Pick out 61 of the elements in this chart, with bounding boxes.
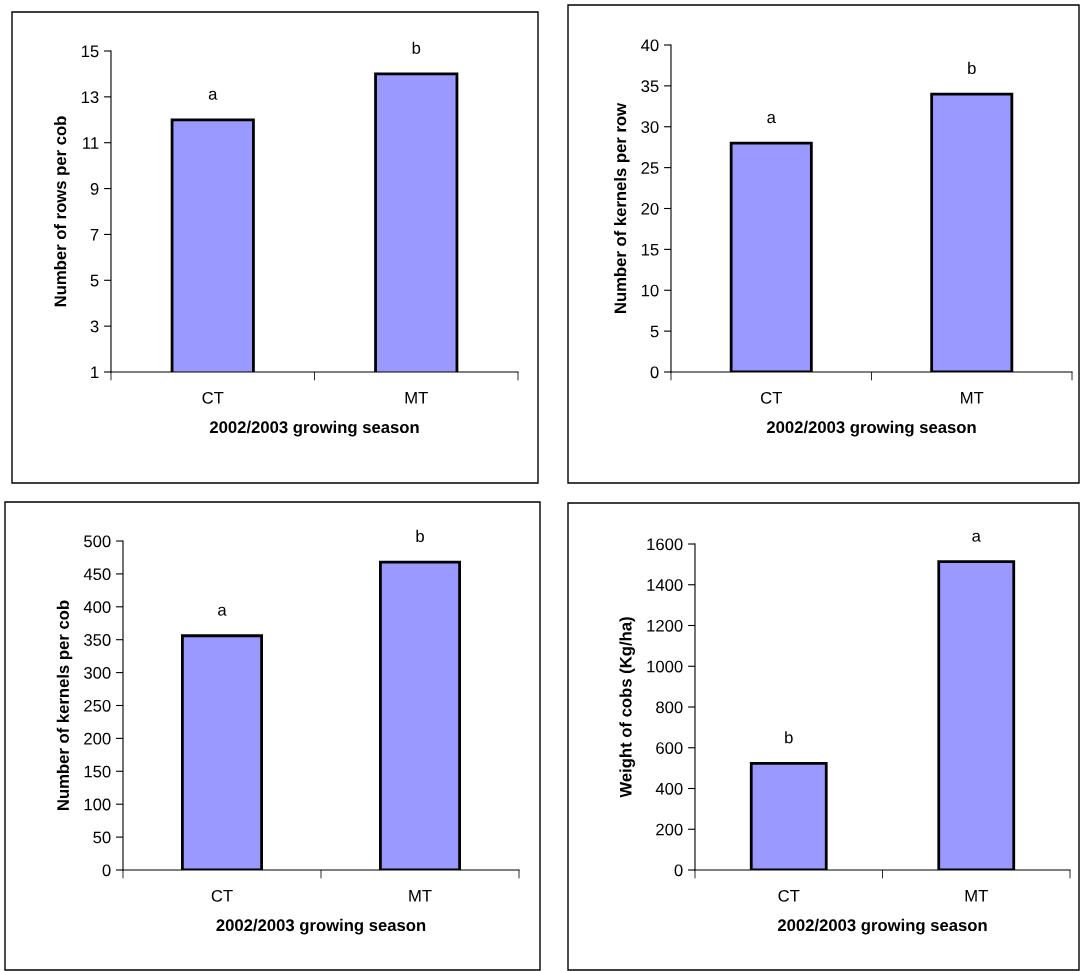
y-tick-label: 200 xyxy=(656,823,683,836)
y-tick-label: 600 xyxy=(656,742,683,754)
y-tick-label: 35 xyxy=(641,80,659,93)
y-tick-label: 11 xyxy=(83,137,99,149)
y-tick-label: 400 xyxy=(83,601,111,613)
y-tick-label: 9 xyxy=(90,182,99,195)
y-tick-label: 13 xyxy=(81,91,99,104)
y-tick-label: 20 xyxy=(641,202,659,215)
annotation: b xyxy=(785,731,793,744)
y-tick-label: 450 xyxy=(83,568,111,581)
x-tick-label: MT xyxy=(965,890,988,902)
x-tick-label: CT xyxy=(211,889,233,902)
x-tick-label: MT xyxy=(409,890,432,902)
y-tick-label: 25 xyxy=(641,162,659,174)
x-tick-label: MT xyxy=(405,392,428,404)
x-axis-title: 2002/2003 growing season xyxy=(216,918,426,935)
y-tick-label: 1400 xyxy=(647,579,683,591)
y-axis-title: Number of rows per cob xyxy=(54,116,70,307)
y-tick-label: 5 xyxy=(650,325,659,338)
y-tick-label: 5 xyxy=(90,274,99,287)
y-tick-label: 10 xyxy=(641,284,659,297)
y-tick-label: 40 xyxy=(641,39,659,52)
y-tick-label: 1 xyxy=(91,366,99,379)
y-tick-label: 3 xyxy=(90,320,99,333)
y-tick-label: 150 xyxy=(84,765,111,778)
x-tick-label: CT xyxy=(202,391,224,404)
y-tick-label: 15 xyxy=(641,243,659,256)
y-tick-label: 200 xyxy=(84,732,111,745)
y-tick-label: 800 xyxy=(656,701,683,714)
x-axis-title: 2002/2003 growing season xyxy=(209,420,419,437)
y-tick-label: 30 xyxy=(641,121,659,133)
x-tick-label: CT xyxy=(760,391,782,404)
y-tick-label: 300 xyxy=(84,667,111,679)
y-tick-label: 0 xyxy=(650,366,659,379)
y-tick-label: 7 xyxy=(90,229,99,241)
annotation: a xyxy=(218,606,227,616)
annotation: a xyxy=(767,114,776,124)
annotation: b xyxy=(416,529,424,543)
y-tick-label: 500 xyxy=(84,535,111,548)
x-tick-label: MT xyxy=(961,392,984,404)
y-tick-label: 15 xyxy=(81,45,99,58)
y-tick-label: 1000 xyxy=(647,660,683,673)
x-tick-label: CT xyxy=(778,889,800,902)
x-axis-title: 2002/2003 growing season xyxy=(766,420,976,437)
y-tick-label: 350 xyxy=(84,634,111,646)
y-tick-label: 100 xyxy=(84,798,111,811)
y-tick-label: 400 xyxy=(655,782,683,795)
annotation: b xyxy=(968,61,976,75)
y-tick-label: 1200 xyxy=(647,619,683,632)
y-axis-title: Number of kernels per cob xyxy=(56,600,73,810)
y-tick-label: 0 xyxy=(674,864,683,877)
annotation: a xyxy=(208,90,218,100)
y-tick-label: 1600 xyxy=(647,538,683,551)
y-axis-title: Number of kernels per row xyxy=(614,102,630,313)
y-tick-label: 50 xyxy=(93,831,111,844)
y-axis-title: Weight of cobs (Kg/ha) xyxy=(619,617,636,798)
x-axis-title: 2002/2003 growing season xyxy=(777,918,987,935)
y-tick-label: 0 xyxy=(102,864,111,877)
y-tick-label: 250 xyxy=(84,699,111,712)
annotation: a xyxy=(972,532,981,542)
annotation: b xyxy=(412,41,421,54)
